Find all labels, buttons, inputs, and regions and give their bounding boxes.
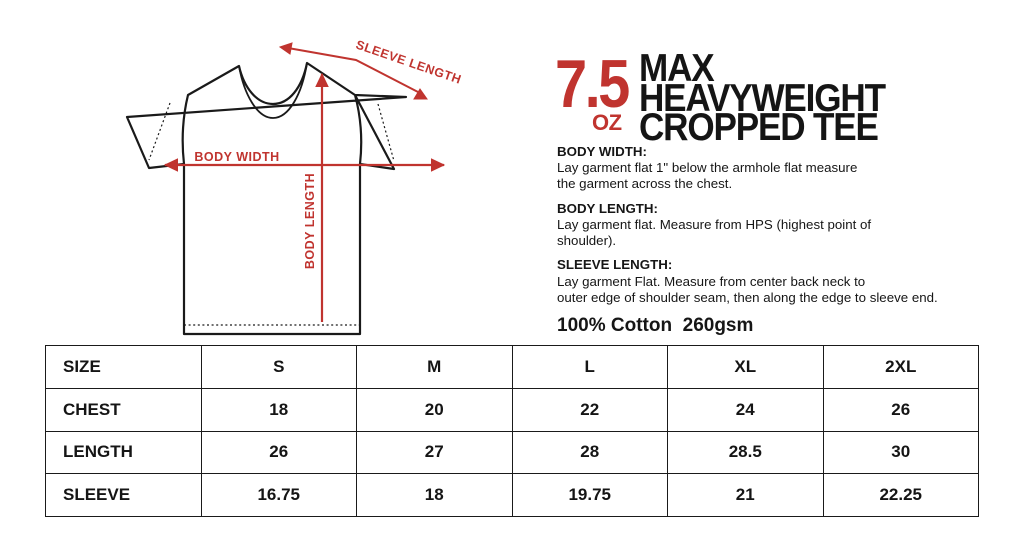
svg-text:BODY WIDTH: BODY WIDTH xyxy=(194,150,279,164)
svg-text:BODY LENGTH: BODY LENGTH xyxy=(303,173,317,269)
